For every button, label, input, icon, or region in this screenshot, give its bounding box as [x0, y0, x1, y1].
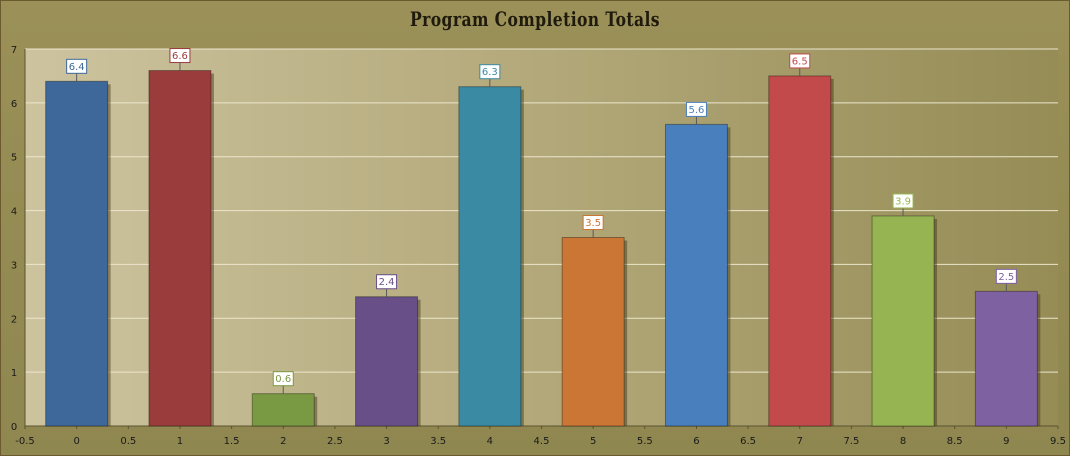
data-label: 3.9 — [895, 196, 911, 207]
y-tick-label: 3 — [11, 260, 17, 271]
x-tick-label: -0.5 — [15, 436, 35, 447]
x-tick-label: 4 — [487, 436, 493, 447]
data-label: 6.4 — [69, 62, 85, 73]
x-tick-label: 3 — [383, 436, 389, 447]
x-tick-label: 5.5 — [637, 436, 653, 447]
data-label-box — [582, 215, 604, 230]
x-tick-label: 8 — [900, 436, 906, 447]
y-tick-label: 0 — [11, 422, 17, 433]
data-label-box — [685, 101, 707, 117]
x-tick-label: 9.5 — [1050, 436, 1066, 447]
x-tick-label: 2.5 — [327, 436, 343, 447]
x-tick-label: 6 — [693, 436, 699, 447]
data-label: 2.4 — [379, 277, 395, 288]
x-tick-label: 2 — [280, 436, 286, 447]
data-label: 3.5 — [585, 218, 601, 229]
x-tick-label: 7.5 — [843, 436, 859, 447]
data-label-box — [789, 53, 811, 69]
bar — [251, 393, 315, 427]
bar — [561, 237, 625, 427]
data-label-box — [892, 193, 914, 209]
x-tick-label: 7 — [797, 436, 803, 447]
data-label-box — [479, 64, 501, 80]
bar — [45, 80, 109, 427]
y-tick-label: 1 — [11, 368, 17, 379]
x-tick-label: 3.5 — [430, 436, 446, 447]
data-label: 2.5 — [998, 272, 1014, 283]
y-tick-label: 4 — [11, 207, 17, 218]
data-label: 0.6 — [275, 374, 291, 385]
data-label-box — [995, 268, 1017, 284]
y-tick-label: 6 — [11, 99, 17, 110]
y-tick-label: 2 — [11, 314, 17, 325]
x-tick-label: 8.5 — [947, 436, 963, 447]
bar — [974, 290, 1038, 427]
y-tick-label: 7 — [11, 45, 17, 56]
data-label: 6.6 — [172, 51, 188, 62]
bar — [355, 296, 419, 427]
x-tick-label: 0.5 — [120, 436, 136, 447]
x-tick-label: 9 — [1003, 436, 1009, 447]
bar — [768, 75, 832, 427]
data-label: 6.5 — [792, 56, 808, 67]
bar — [871, 215, 935, 427]
x-tick-label: 0 — [73, 436, 79, 447]
chart-title: Program Completion Totals — [410, 7, 660, 31]
data-label-box — [272, 371, 294, 387]
data-label-box — [376, 274, 398, 290]
bar — [148, 70, 212, 427]
x-tick-label: 6.5 — [740, 436, 756, 447]
data-label: 6.3 — [482, 67, 498, 78]
data-label-box — [66, 58, 88, 74]
bar — [664, 123, 728, 427]
x-tick-label: 1 — [177, 436, 183, 447]
x-tick-label: 4.5 — [534, 436, 550, 447]
y-tick-label: 5 — [11, 153, 17, 164]
data-label-box — [169, 48, 191, 64]
data-label: 5.6 — [688, 105, 704, 116]
x-tick-label: 5 — [590, 436, 596, 447]
bar — [458, 86, 522, 427]
x-tick-label: 1.5 — [224, 436, 240, 447]
